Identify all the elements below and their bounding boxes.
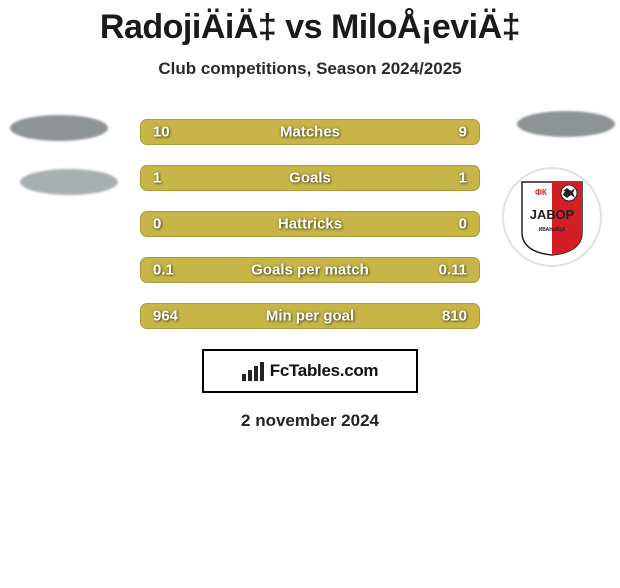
stat-left-value: 0 — [153, 216, 161, 233]
stat-left-value: 10 — [153, 124, 170, 141]
comparison-title: RadojiÄiÄ‡ vs MiloÅ¡eviÄ‡ — [0, 8, 620, 47]
stat-label: Hattricks — [278, 216, 342, 233]
chart-container: ФК JAВОР ИВАЊИЦА 10 Matches 9 1 Goals 1 … — [0, 119, 620, 431]
stat-row-goals: 1 Goals 1 — [140, 165, 480, 191]
stat-row-hattricks: 0 Hattricks 0 — [140, 211, 480, 237]
shield-svg-icon: ФК JAВОР ИВАЊИЦА — [517, 177, 587, 257]
stat-left-value: 1 — [153, 170, 161, 187]
svg-text:ИВАЊИЦА: ИВАЊИЦА — [539, 227, 566, 233]
stat-right-value: 1 — [459, 170, 467, 187]
ellipse-icon — [10, 115, 108, 141]
stat-right-value: 810 — [442, 308, 467, 325]
svg-text:JAВОР: JAВОР — [530, 207, 575, 222]
left-team-logo-2 — [20, 169, 118, 195]
stat-left-value: 964 — [153, 308, 178, 325]
bars-icon — [242, 362, 264, 381]
stat-bars: 10 Matches 9 1 Goals 1 0 Hattricks 0 0.1… — [140, 119, 480, 329]
stat-label: Goals — [289, 170, 331, 187]
stat-label: Min per goal — [266, 308, 354, 325]
ellipse-icon — [20, 169, 118, 195]
comparison-subtitle: Club competitions, Season 2024/2025 — [0, 59, 620, 79]
right-team-logo: ФК JAВОР ИВАЊИЦА — [502, 167, 602, 267]
stat-label: Goals per match — [251, 262, 369, 279]
fctables-text: FcTables.com — [270, 361, 379, 381]
right-team-ellipse — [517, 111, 615, 137]
ellipse-icon — [517, 111, 615, 137]
stat-left-value: 0.1 — [153, 262, 174, 279]
javor-logo-icon: ФК JAВОР ИВАЊИЦА — [502, 167, 602, 267]
fctables-banner[interactable]: FcTables.com — [202, 349, 418, 393]
left-team-logo-1 — [10, 115, 108, 141]
stat-label: Matches — [280, 124, 340, 141]
footer-date: 2 november 2024 — [0, 411, 620, 431]
stat-row-matches: 10 Matches 9 — [140, 119, 480, 145]
stat-right-value: 0.11 — [439, 262, 467, 279]
svg-text:ФК: ФК — [535, 188, 547, 197]
stat-right-value: 0 — [459, 216, 467, 233]
stat-row-mpg: 964 Min per goal 810 — [140, 303, 480, 329]
stat-row-gpm: 0.1 Goals per match 0.11 — [140, 257, 480, 283]
stat-right-value: 9 — [459, 124, 467, 141]
